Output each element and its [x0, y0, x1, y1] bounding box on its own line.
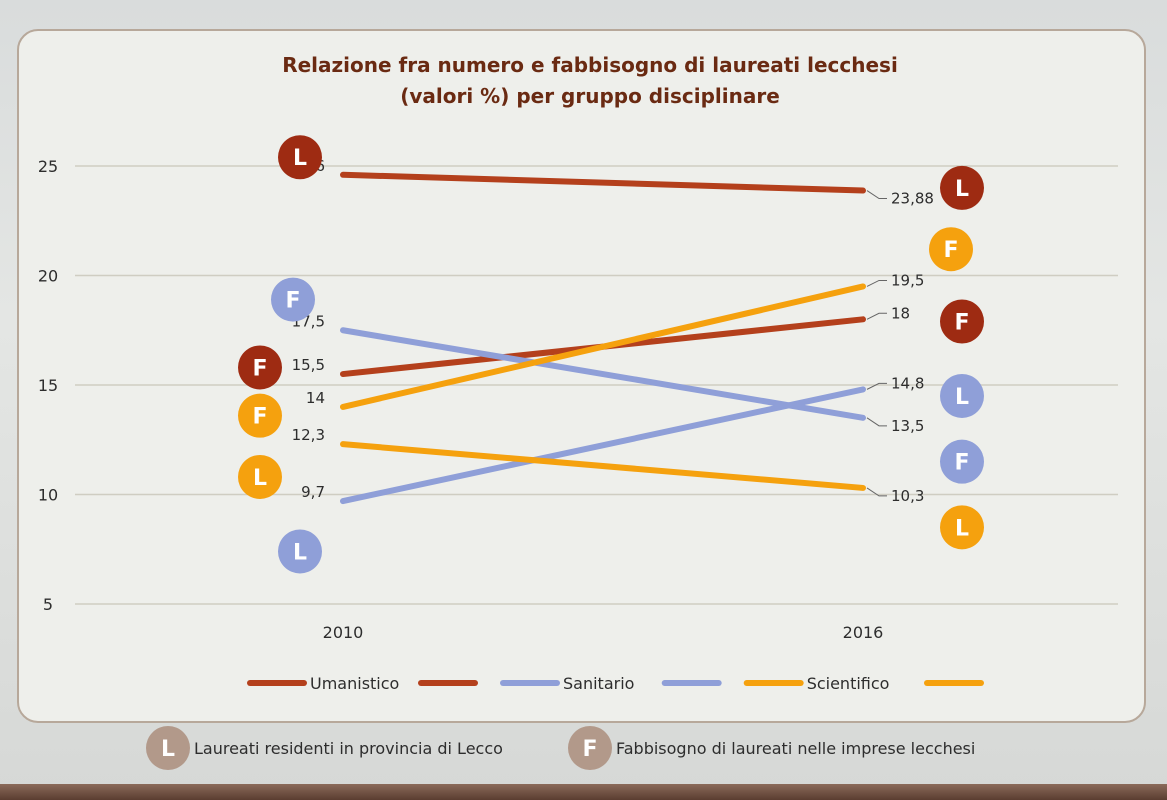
badge-letter: F — [252, 356, 267, 381]
badge-letter: L — [955, 177, 969, 202]
badge-circle — [238, 393, 282, 438]
badge-letter: L — [293, 540, 307, 565]
marker-badge: L — [940, 373, 984, 418]
key-badge-letter: F — [582, 737, 597, 762]
badge-circle — [940, 439, 984, 484]
marker-badge: L — [278, 135, 322, 180]
marker-badge: L — [940, 165, 984, 210]
badge-circle — [238, 345, 282, 390]
badge-letter: F — [954, 310, 969, 335]
key-label: Laureati residenti in provincia di Lecco — [194, 739, 503, 758]
badge-circle — [238, 454, 282, 499]
badge-letter: F — [252, 405, 267, 430]
y-tick-label: 25 — [38, 157, 58, 176]
key-badge-circle — [146, 726, 190, 770]
data-label: 9,7 — [301, 483, 325, 501]
chart-title-line1: Relazione fra numero e fabbisogno di lau… — [282, 53, 898, 77]
y-tick-label: 20 — [38, 267, 58, 286]
leader-line — [866, 487, 887, 497]
data-label: 12,3 — [292, 426, 325, 444]
marker-badge: L — [238, 454, 282, 499]
data-label: 18 — [891, 304, 910, 322]
y-tick-label: 15 — [38, 376, 58, 395]
y-tick-label: 10 — [38, 486, 58, 505]
badge-letter: L — [253, 466, 267, 491]
badge-letter: F — [943, 238, 958, 263]
leader-line — [866, 312, 887, 320]
badge-letter: F — [954, 451, 969, 476]
badge-circle — [271, 277, 315, 322]
badge-letter: F — [285, 289, 300, 314]
series-line — [340, 283, 866, 410]
legend-label: Sanitario — [563, 674, 634, 693]
badge-circle — [929, 227, 973, 272]
x-tick-label: 2010 — [323, 623, 364, 642]
badge-circle — [278, 529, 322, 574]
series-line — [340, 327, 866, 421]
data-label: 23,88 — [891, 190, 934, 208]
data-label: 10,3 — [891, 487, 924, 505]
marker-badge: L — [278, 529, 322, 574]
badge-letter: L — [955, 385, 969, 410]
marker-badge: F — [940, 299, 984, 344]
data-label: 19,5 — [891, 271, 924, 289]
x-tick-label: 2016 — [843, 623, 884, 642]
badge-letter: L — [293, 146, 307, 171]
marker-badge: F — [271, 277, 315, 322]
chart-panel — [17, 29, 1146, 723]
data-label: 15,5 — [292, 356, 325, 374]
leader-line — [866, 417, 887, 427]
badge-circle — [940, 165, 984, 210]
screen-frame-edge — [0, 784, 1167, 800]
chart-title-line2: (valori %) per gruppo disciplinare — [400, 84, 780, 108]
badge-circle — [940, 505, 984, 550]
grid-layer: 5 10 15 20 25 2010 2016 — [38, 157, 1118, 642]
badge-circle — [940, 373, 984, 418]
legend: Umanistico Sanitario Scientifico — [247, 674, 984, 693]
marker-badge: F — [929, 227, 973, 272]
data-label: 14,8 — [891, 374, 924, 392]
marker-badge: L — [940, 505, 984, 550]
data-label: 14 — [306, 389, 325, 407]
series-line — [340, 171, 866, 194]
leader-line — [866, 279, 887, 287]
data-label: 13,5 — [891, 417, 924, 435]
marker-badge: F — [940, 439, 984, 484]
badge-circle — [940, 299, 984, 344]
legend-label: Scientifico — [807, 674, 890, 693]
marker-badge: F — [238, 345, 282, 390]
leader-line — [866, 190, 887, 200]
badge-letter: L — [955, 516, 969, 541]
marker-key: L Laureati residenti in provincia di Lecc… — [146, 726, 975, 770]
series-line — [340, 386, 866, 505]
leader-line — [866, 382, 887, 390]
series-line — [340, 441, 866, 491]
key-label: Fabbisogno di laureati nelle imprese lec… — [616, 739, 975, 758]
legend-label: Umanistico — [310, 674, 399, 693]
series-layer: 24,623,8815,5189,714,817,513,512,310,314… — [292, 157, 934, 505]
key-badge-circle — [568, 726, 612, 770]
key-badge-letter: L — [161, 737, 175, 762]
y-tick-label: 5 — [43, 595, 53, 614]
marker-badge: F — [238, 393, 282, 438]
badge-circle — [278, 135, 322, 180]
